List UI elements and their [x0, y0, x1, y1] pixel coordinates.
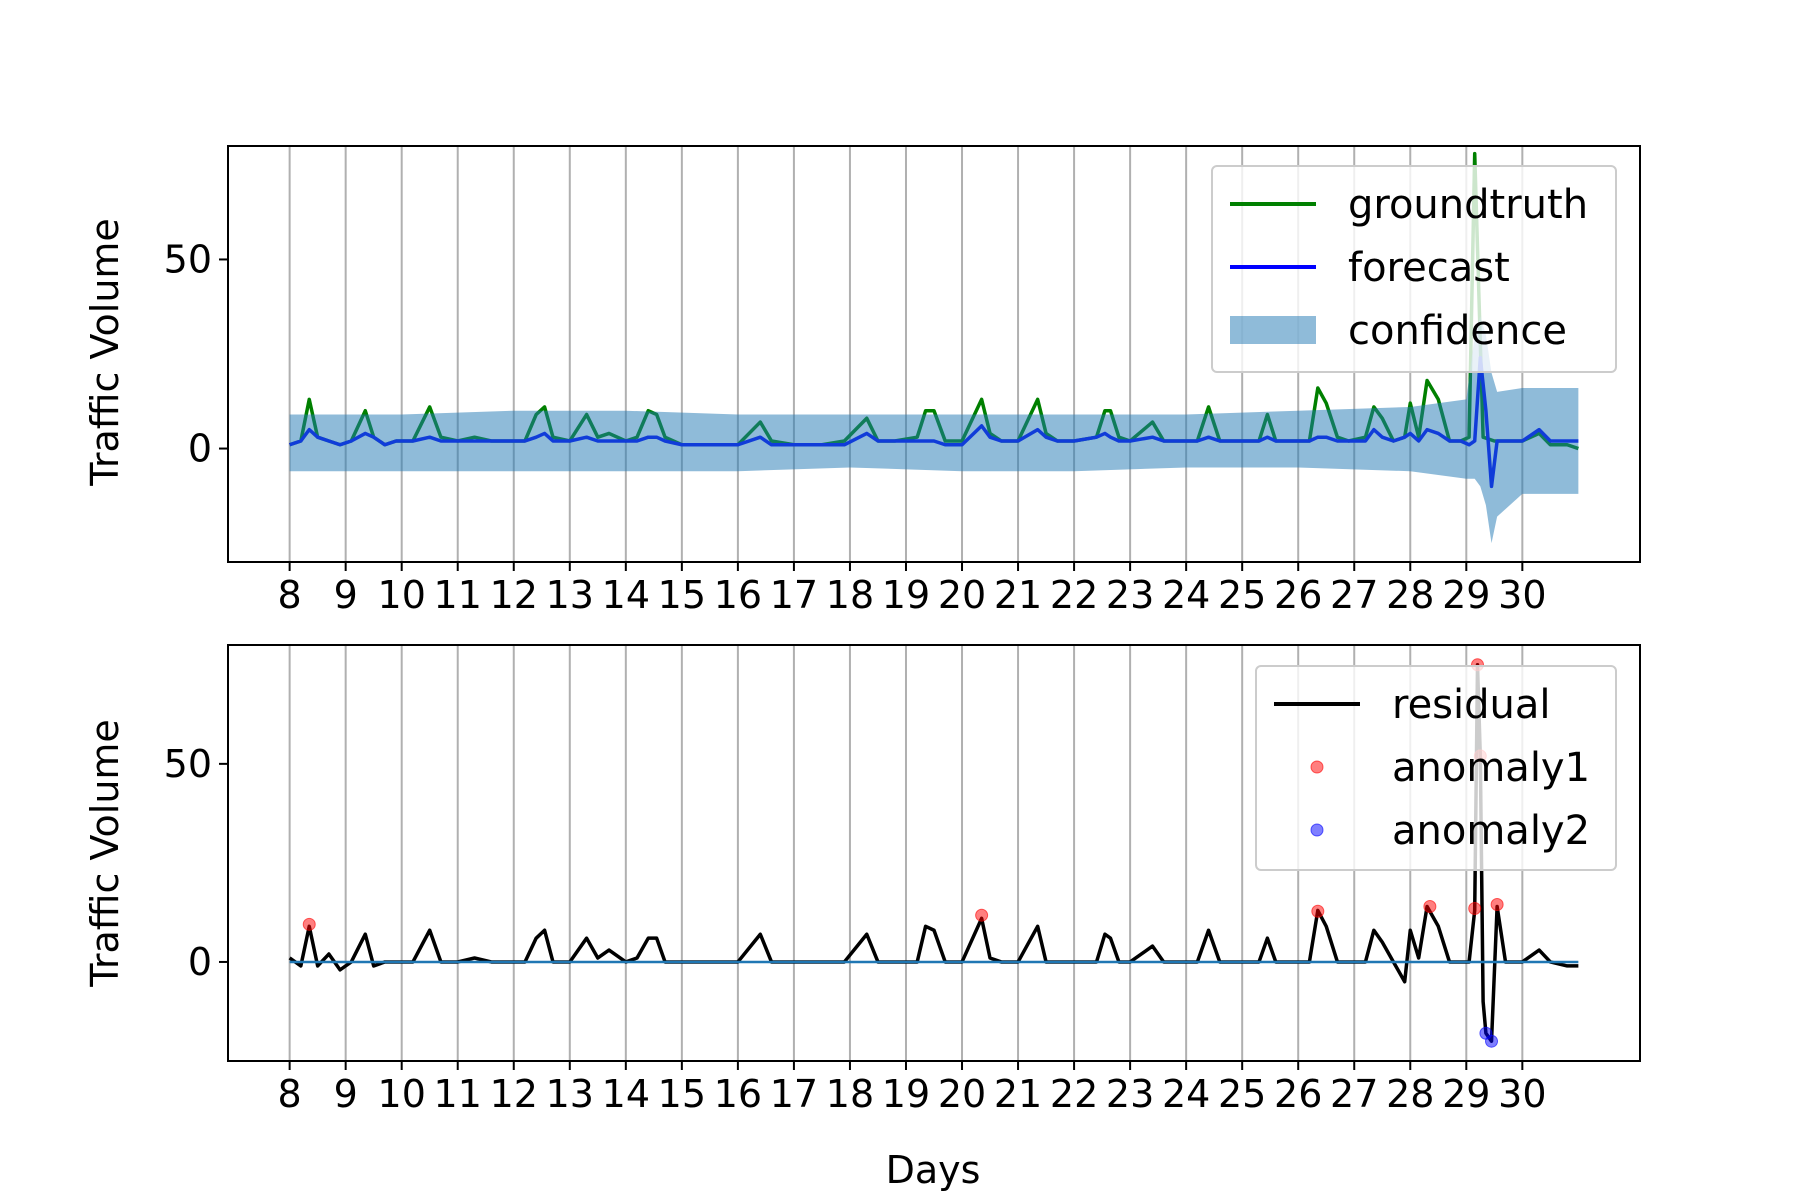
x-tick-label-23: 23 [1106, 573, 1154, 617]
forecast-data [289, 151, 1579, 544]
x-tick-label-28: 28 [1386, 1072, 1434, 1116]
anomaly1-point-4 [1468, 901, 1482, 915]
legend-label-forecast: forecast [1348, 245, 1510, 291]
x-tick-label-22: 22 [1050, 1072, 1098, 1116]
x-tick-label-9: 9 [334, 1072, 358, 1116]
x-tick-label-29: 29 [1442, 1072, 1490, 1116]
series-group [289, 151, 1579, 544]
anomaly1-point-7 [1490, 898, 1504, 912]
x-tick-label-30: 30 [1498, 573, 1546, 617]
residual-legend: residual anomaly1 anomaly2 [1255, 665, 1617, 871]
legend-label-anomaly1: anomaly1 [1392, 745, 1590, 791]
x-tick-label-22: 22 [1050, 573, 1098, 617]
x-tick-label-17: 17 [770, 1072, 818, 1116]
residual-axes: 8 9 10 11 12 13 14 15 16 17 18 19 20 21 22 23 24 25 26 27 28… [164, 644, 1641, 1116]
x-tick-label-16: 16 [714, 573, 762, 617]
x-tick-label-13: 13 [546, 573, 594, 617]
legend-label-groundtruth: groundtruth [1348, 182, 1588, 228]
x-tick-label-8: 8 [278, 573, 302, 617]
x-tick-label-9: 9 [334, 573, 358, 617]
x-tick-label-20: 20 [938, 573, 986, 617]
x-tick-label-12: 12 [490, 1072, 538, 1116]
legend-label-residual: residual [1392, 682, 1551, 728]
x-tick-label-8: 8 [278, 1072, 302, 1116]
x-tick-label-28: 28 [1386, 573, 1434, 617]
x-tick-label-24: 24 [1162, 573, 1210, 617]
x-axis-label: Days [886, 1148, 981, 1192]
x-tick-label-15: 15 [658, 573, 706, 617]
confidence-band [289, 316, 1579, 544]
y-tick-label-0: 0 [188, 427, 212, 471]
x-tick-label-13: 13 [546, 1072, 594, 1116]
legend-box [1255, 665, 1617, 871]
x-tick-label-10: 10 [378, 573, 426, 617]
y-tick-label-50: 50 [164, 742, 212, 786]
x-tick-label-26: 26 [1274, 573, 1322, 617]
x-tick-label-18: 18 [826, 573, 874, 617]
residual-y-axis-label: Traffic Volume [83, 719, 127, 988]
forecast-axes: 8 9 10 11 12 13 14 15 16 17 18 19 20 21 22 23 24 25 26 27 28… [164, 145, 1641, 617]
x-tick-label-15: 15 [658, 1072, 706, 1116]
y-tick-label-50: 50 [164, 237, 212, 281]
x-tick-label-25: 25 [1218, 573, 1266, 617]
legend-label-confidence: confidence [1348, 308, 1567, 354]
x-tick-label-17: 17 [770, 573, 818, 617]
x-tick-label-16: 16 [714, 1072, 762, 1116]
forecast-y-axis-label: Traffic Volume [83, 218, 127, 487]
y-tick-label-0: 0 [188, 940, 212, 984]
forecast-legend: groundtruth forecast confidence [1211, 165, 1617, 373]
x-tick-label-29: 29 [1442, 573, 1490, 617]
x-tick-label-20: 20 [938, 1072, 986, 1116]
anomaly1-point-3 [1423, 899, 1437, 913]
forecast-panel: 8 9 10 11 12 13 14 15 16 17 18 19 20 21 22 23 24 25 26 27 28… [83, 145, 1641, 617]
anomaly1-point-1 [975, 908, 989, 922]
x-tick-label-14: 14 [602, 1072, 650, 1116]
x-tick-label-14: 14 [602, 573, 650, 617]
anomaly1-point-2 [1311, 904, 1325, 918]
x-tick-label-23: 23 [1106, 1072, 1154, 1116]
x-tick-label-19: 19 [882, 1072, 930, 1116]
x-tick-label-10: 10 [378, 1072, 426, 1116]
x-tick-label-27: 27 [1330, 1072, 1378, 1116]
plot-frame [227, 145, 1641, 563]
x-tick-label-18: 18 [826, 1072, 874, 1116]
legend-swatch-anomaly1 [1310, 760, 1324, 774]
x-tick-label-25: 25 [1218, 1072, 1266, 1116]
legend-label-anomaly2: anomaly2 [1392, 808, 1590, 854]
plot-frame [227, 644, 1641, 1062]
x-tick-label-19: 19 [882, 573, 930, 617]
anomaly2-point-1 [1485, 1034, 1499, 1048]
legend-swatch-anomaly2 [1310, 823, 1324, 837]
x-tick-label-24: 24 [1162, 1072, 1210, 1116]
x-tick-label-11: 11 [434, 573, 482, 617]
legend-swatch-confidence [1230, 316, 1316, 344]
x-tick-label-30: 30 [1498, 1072, 1546, 1116]
x-tick-label-21: 21 [994, 573, 1042, 617]
residual-data [288, 658, 1579, 1048]
residual-panel: 8 9 10 11 12 13 14 15 16 17 18 19 20 21 22 23 24 25 26 27 28… [83, 644, 1641, 1192]
x-tick-label-11: 11 [434, 1072, 482, 1116]
anomaly1-point-0 [302, 917, 316, 931]
residual-grid [288, 645, 1524, 1061]
x-tick-label-26: 26 [1274, 1072, 1322, 1116]
x-tick-label-12: 12 [490, 573, 538, 617]
x-tick-label-21: 21 [994, 1072, 1042, 1116]
x-tick-label-27: 27 [1330, 573, 1378, 617]
series-group [288, 658, 1579, 1048]
